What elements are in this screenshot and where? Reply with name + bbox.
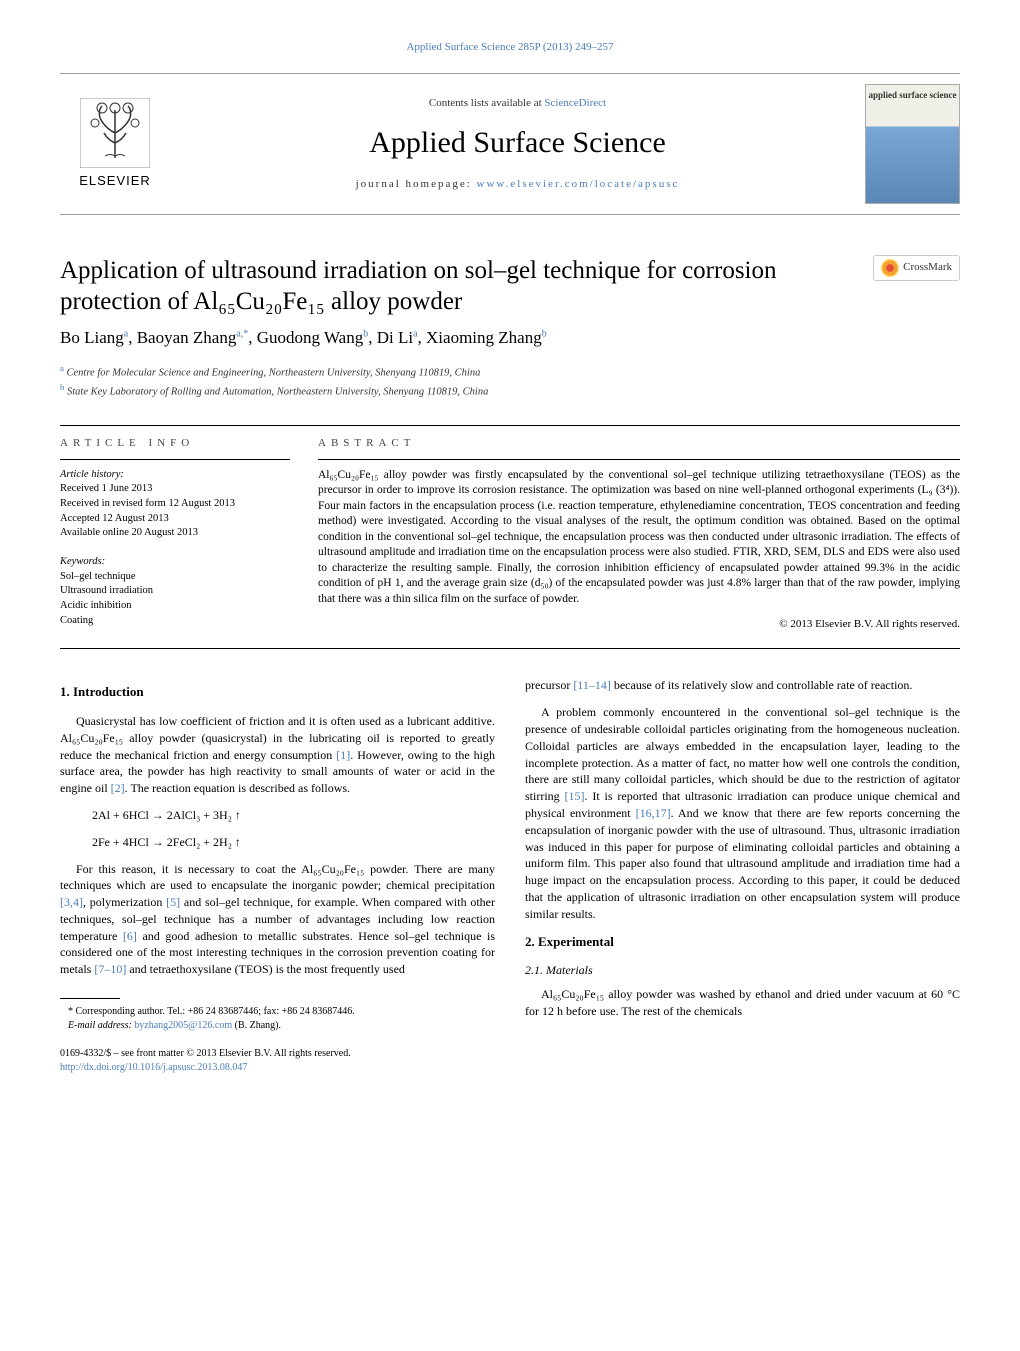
homepage-line: journal homepage: www.elsevier.com/locat…	[190, 177, 845, 192]
footnote-divider	[60, 998, 120, 999]
title-row: Application of ultrasound irradiation on…	[60, 255, 960, 318]
crossmark-button[interactable]: CrossMark	[873, 255, 960, 281]
keywords-label: Keywords:	[60, 555, 290, 570]
intro-heading: 1. Introduction	[60, 683, 495, 701]
affiliations: a Centre for Molecular Science and Engin…	[60, 362, 960, 400]
contents-available: Contents lists available at ScienceDirec…	[190, 96, 845, 111]
ref-link[interactable]: [2]	[111, 781, 125, 795]
publisher-logo: ELSEVIER	[60, 89, 170, 199]
problem-paragraph: A problem commonly encountered in the co…	[525, 704, 960, 922]
body-columns: 1. Introduction Quasicrystal has low coe…	[60, 677, 960, 1075]
journal-header: ELSEVIER Contents lists available at Sci…	[60, 73, 960, 215]
publisher-name: ELSEVIER	[79, 172, 151, 190]
cover-title: applied surface science	[866, 91, 959, 101]
affiliation-a: a Centre for Molecular Science and Engin…	[60, 362, 960, 381]
journal-cover-thumbnail: applied surface science	[865, 84, 960, 204]
history-line: Accepted 12 August 2013	[60, 512, 290, 527]
ref-link[interactable]: [6]	[123, 929, 137, 943]
ref-link[interactable]: [3,4]	[60, 895, 83, 909]
email-label: E-mail address:	[68, 1020, 134, 1031]
ref-link[interactable]: [5]	[166, 895, 180, 909]
crossmark-icon	[881, 259, 899, 277]
abstract-column: ABSTRACT Al₆₅Cu₂₀Fe₁₅ alloy powder was f…	[318, 426, 960, 643]
divider	[60, 648, 960, 649]
issn-line: 0169-4332/$ – see front matter © 2013 El…	[60, 1047, 495, 1061]
contents-text: Contents lists available at	[429, 97, 544, 109]
info-abstract-row: ARTICLE INFO Article history: Received 1…	[60, 426, 960, 643]
elsevier-tree-icon	[80, 98, 150, 168]
ref-link[interactable]: [15]	[565, 789, 585, 803]
article-info-column: ARTICLE INFO Article history: Received 1…	[60, 426, 290, 643]
journal-title: Applied Surface Science	[190, 123, 845, 164]
experimental-heading: 2. Experimental	[525, 933, 960, 951]
abstract-copyright: © 2013 Elsevier B.V. All rights reserved…	[318, 617, 960, 632]
left-column: 1. Introduction Quasicrystal has low coe…	[60, 677, 495, 1075]
crossmark-label: CrossMark	[903, 260, 952, 275]
email-link[interactable]: byzhang2005@126.com	[134, 1020, 232, 1031]
article-history: Article history: Received 1 June 2013 Re…	[60, 460, 290, 541]
corresponding-footnote: * Corresponding author. Tel.: +86 24 836…	[60, 1005, 495, 1019]
history-line: Received in revised form 12 August 2013	[60, 497, 290, 512]
ref-link[interactable]: [7–10]	[94, 962, 126, 976]
materials-paragraph: Al₆₅Cu₂₀Fe₁₅ alloy powder was washed by …	[525, 986, 960, 1020]
keyword: Acidic inhibition	[60, 599, 290, 614]
sciencedirect-link[interactable]: ScienceDirect	[544, 97, 606, 109]
intro-paragraph-2: For this reason, it is necessary to coat…	[60, 861, 495, 979]
article-info-header: ARTICLE INFO	[60, 426, 290, 459]
precursor-paragraph: precursor [11–14] because of its relativ…	[525, 677, 960, 694]
keywords-block: Keywords: Sol–gel technique Ultrasound i…	[60, 555, 290, 628]
homepage-label: journal homepage:	[356, 178, 477, 190]
abstract-header: ABSTRACT	[318, 426, 960, 459]
abstract-text: Al₆₅Cu₂₀Fe₁₅ alloy powder was firstly en…	[318, 460, 960, 608]
ref-link[interactable]: [11–14]	[573, 678, 611, 692]
equation-1: 2Al + 6HCl → 2AlCl₃ + 3H₂ ↑	[76, 807, 495, 824]
right-column: precursor [11–14] because of its relativ…	[525, 677, 960, 1075]
authors-line: Bo Lianga, Baoyan Zhanga,*, Guodong Wang…	[60, 327, 960, 350]
history-label: Article history:	[60, 468, 290, 483]
ref-link[interactable]: [16,17]	[636, 806, 671, 820]
citation-link[interactable]: Applied Surface Science 285P (2013) 249–…	[60, 40, 960, 55]
keyword: Coating	[60, 614, 290, 629]
affiliation-b: b State Key Laboratory of Rolling and Au…	[60, 381, 960, 400]
article-title: Application of ultrasound irradiation on…	[60, 255, 873, 318]
keyword: Ultrasound irradiation	[60, 584, 290, 599]
email-footnote: E-mail address: byzhang2005@126.com (B. …	[60, 1019, 495, 1033]
doi-link[interactable]: http://dx.doi.org/10.1016/j.apsusc.2013.…	[60, 1062, 247, 1073]
ref-link[interactable]: [1]	[336, 748, 350, 762]
equation-2: 2Fe + 4HCl → 2FeCl₂ + 2H₂ ↑	[76, 834, 495, 851]
history-line: Available online 20 August 2013	[60, 526, 290, 541]
email-suffix: (B. Zhang).	[232, 1020, 281, 1031]
keyword: Sol–gel technique	[60, 570, 290, 585]
history-line: Received 1 June 2013	[60, 482, 290, 497]
materials-heading: 2.1. Materials	[525, 962, 960, 978]
homepage-link[interactable]: www.elsevier.com/locate/apsusc	[477, 178, 680, 190]
header-center: Contents lists available at ScienceDirec…	[170, 96, 865, 192]
intro-paragraph-1: Quasicrystal has low coefficient of fric…	[60, 713, 495, 797]
bottom-meta: 0169-4332/$ – see front matter © 2013 El…	[60, 1047, 495, 1075]
